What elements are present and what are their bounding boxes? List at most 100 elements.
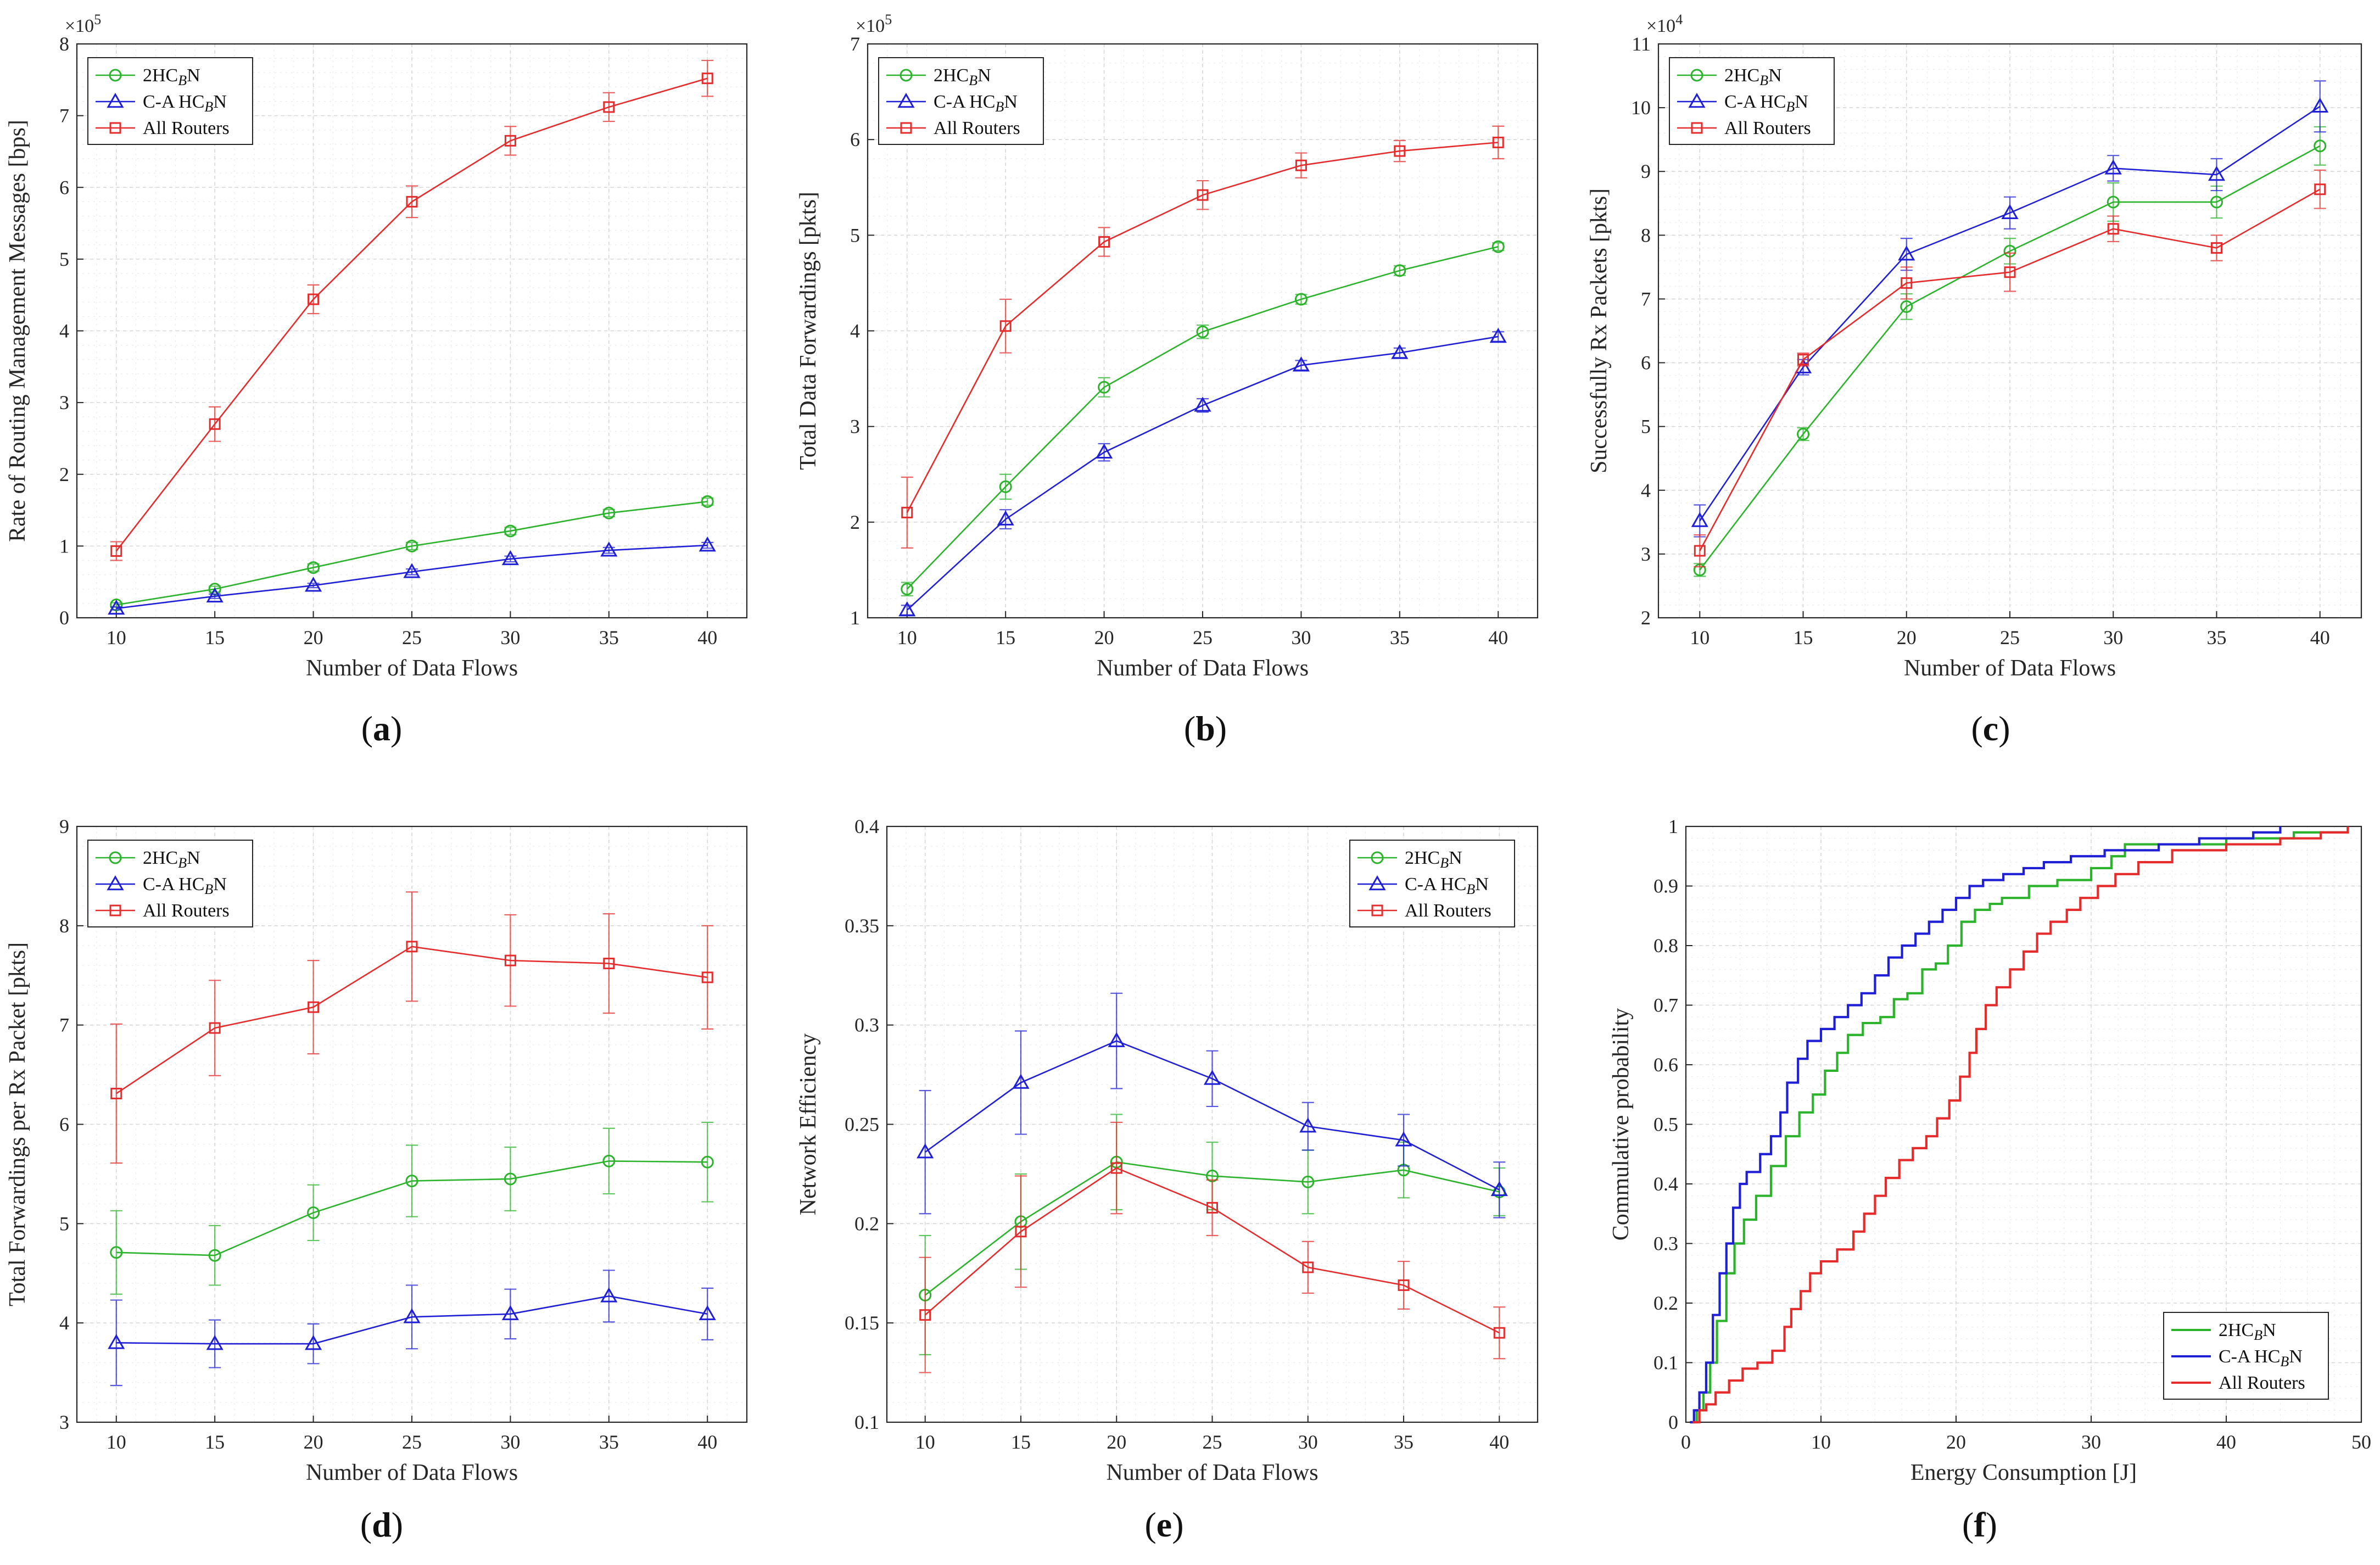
x-tick-label: 10 [107, 1431, 126, 1453]
data-point [406, 941, 418, 953]
error-bar [406, 1144, 418, 1217]
data-point [403, 1308, 421, 1323]
error-bar [209, 1319, 221, 1368]
data-point [1196, 325, 1209, 338]
legend: 2HCBN C-A HCBN All Routers [2163, 1312, 2329, 1400]
error-bar [1900, 266, 1913, 300]
error-bar [504, 914, 517, 1007]
data-point [110, 1246, 123, 1259]
legend-entry: 2HCBN [934, 65, 991, 88]
x-tick-label: 10 [1690, 627, 1709, 649]
legend-marker [109, 122, 121, 134]
data-point [501, 1305, 519, 1321]
error-bar [1295, 152, 1308, 178]
legend-entry: C-A HCBN [1724, 92, 1808, 115]
data-point [1489, 327, 1507, 343]
error-bar [406, 185, 418, 219]
data-point [1898, 245, 1915, 261]
legend-entry: 2HCBN [143, 848, 200, 871]
y-tick-label: 7 [1641, 288, 1651, 310]
x-tick-label: 25 [1193, 627, 1213, 649]
chart-panel-d: 10 15 20 25 30 35 40 3 4 5 6 7 8 9 Number of Data Flow… [5, 815, 748, 1485]
y-axis-label: Total Data Forwardings [pkts] [796, 192, 821, 470]
axes-frame [886, 825, 1539, 1423]
error-bar [504, 1146, 517, 1211]
data-point [1206, 1201, 1218, 1214]
data-point [603, 958, 615, 970]
data-point [1398, 1279, 1410, 1291]
x-axis-label: Number of Data Flows [1097, 656, 1309, 681]
x-tick-label: 40 [697, 627, 717, 649]
series-blue [108, 536, 716, 615]
data-point [701, 1155, 714, 1169]
legend-marker [1371, 904, 1383, 916]
y-tick-label: 0.3 [854, 1014, 879, 1036]
axes-frame [1657, 43, 2362, 619]
x-tick-label: 15 [205, 627, 225, 649]
y-axis-label: Network Efficiency [796, 1033, 821, 1216]
error-bar [110, 1299, 122, 1387]
data-point [901, 583, 914, 596]
data-point [1395, 1131, 1412, 1147]
panel-caption-a: (a) [361, 709, 403, 748]
data-point [504, 135, 516, 147]
error-bar [919, 1256, 931, 1373]
error-bar [110, 1210, 122, 1295]
data-point [209, 418, 221, 430]
data-point [308, 293, 320, 305]
x-axis-label: Number of Data Flows [1904, 656, 2116, 681]
legend-marker [1691, 122, 1703, 134]
data-point [209, 1022, 221, 1034]
series-red [110, 59, 714, 561]
error-bar [602, 913, 615, 1014]
data-point [1098, 381, 1111, 394]
error-bar [1301, 1102, 1314, 1151]
y-tick-label: 1 [850, 607, 860, 629]
y-tick-label: 0 [59, 607, 69, 629]
legend-marker [1368, 875, 1386, 891]
error-bar [2210, 158, 2223, 192]
legend-entry: C-A HCBN [143, 874, 227, 897]
error-bar [1014, 1030, 1027, 1135]
y-tick-label: 0.1 [1653, 1352, 1678, 1374]
data-point [307, 1206, 320, 1219]
data-point [1901, 277, 1913, 289]
data-point [2001, 204, 2019, 219]
legend-marker [109, 851, 122, 864]
error-bar [1110, 1121, 1123, 1215]
data-point [2210, 242, 2222, 254]
data-point [405, 1175, 418, 1188]
data-point [1691, 512, 1708, 527]
y-tick-label: 10 [1631, 97, 1651, 119]
y-tick-label: 0.2 [854, 1212, 879, 1234]
legend-marker [900, 122, 912, 134]
x-axis-label: Number of Data Flows [306, 656, 518, 681]
y-tick-label: 0.35 [845, 915, 879, 937]
y-tick-label: 0.25 [845, 1114, 879, 1136]
data-point [2314, 183, 2326, 195]
data-point [504, 524, 517, 538]
error-bar [110, 541, 122, 561]
series-green [901, 240, 1505, 597]
y-tick-label: 0.1 [854, 1411, 879, 1433]
x-tick-label: 20 [1094, 627, 1114, 649]
data-point [603, 101, 615, 113]
error-bar [701, 541, 714, 549]
y-tick-label: 2 [850, 511, 860, 533]
data-point [110, 1087, 122, 1099]
error-bar [1197, 180, 1209, 210]
y-tick-label: 8 [1641, 224, 1651, 246]
axes-frame [76, 825, 748, 1423]
data-point [600, 541, 618, 557]
error-bar [602, 1270, 615, 1323]
y-tick-label: 7 [59, 1014, 69, 1036]
data-point [1292, 356, 1310, 372]
y-tick-label: 5 [1641, 416, 1651, 438]
y-tick-label: 8 [59, 33, 69, 55]
y-axis-label: Successfully Rx Packets [pkts] [1586, 188, 1612, 473]
error-bar [701, 1287, 714, 1341]
legend: 2HCBN C-A HCBN All Routers [87, 840, 253, 927]
series-red [1692, 826, 2349, 1424]
x-tick-label: 40 [1488, 627, 1508, 649]
error-bar [602, 1127, 615, 1195]
